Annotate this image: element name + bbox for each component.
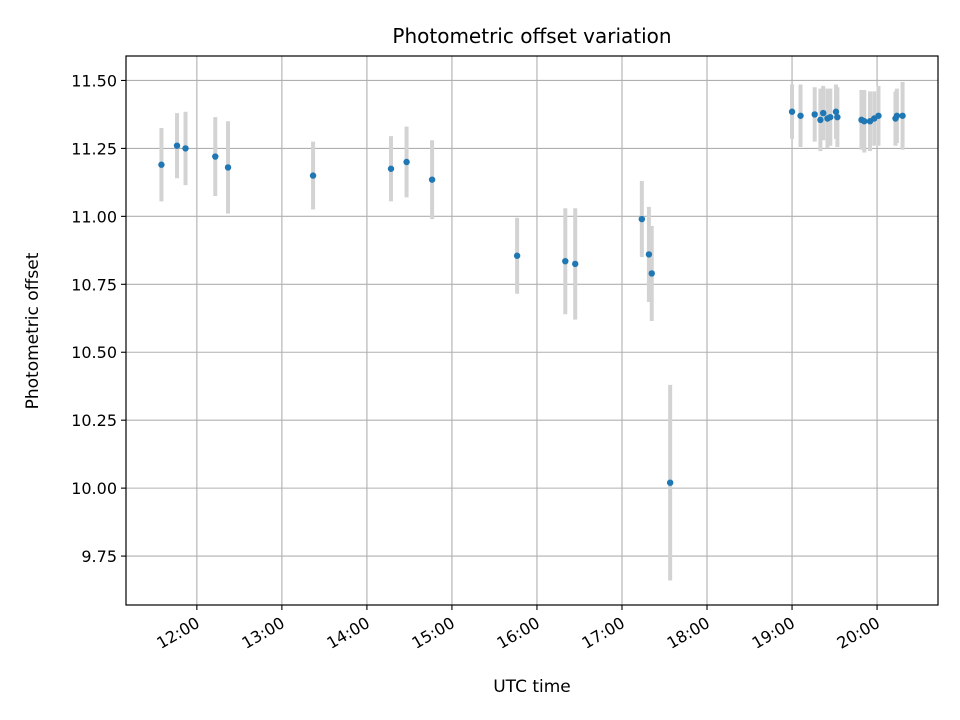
data-point [893,112,901,119]
grid [126,56,938,605]
data-point [387,165,395,172]
data-point [820,109,827,117]
plot-frame [125,55,939,606]
data-point [173,142,181,149]
data-point [645,251,653,258]
data-point [158,161,165,168]
data-point [648,270,655,277]
y-tick-label: 9.75 [81,547,117,566]
data-point [817,116,824,124]
data-point [788,108,796,115]
y-tick-label: 11.50 [71,71,117,90]
y-tick-label: 10.00 [71,479,117,498]
data-point [827,113,834,121]
data-point [797,112,804,119]
x-axis-ticks: 12:00 13:00 14:00 15:00 16:00 17:00 18:00 19:00… [153,605,883,653]
x-tick-label: 15:00 [409,613,458,653]
y-axis-label: Photometric offset [23,252,43,409]
data-point [182,145,189,152]
x-tick-label: 17:00 [579,613,628,653]
data-point [638,215,646,223]
data-point [832,108,840,115]
data-point [834,113,841,121]
data-point [572,260,579,268]
x-tick-label: 20:00 [834,613,883,653]
data-point [899,112,906,119]
x-tick-label: 13:00 [238,613,287,653]
data-point [224,164,232,171]
data-point [875,112,882,119]
y-tick-label: 10.50 [71,343,117,362]
x-tick-label: 19:00 [749,613,798,653]
x-tick-label: 14:00 [323,613,372,653]
y-tick-label: 11.00 [71,207,117,226]
data-points [158,108,906,486]
data-point [861,118,868,125]
x-tick-label: 16:00 [494,613,543,653]
data-point [403,158,410,166]
x-tick-label: 12:00 [153,613,202,653]
error-bars [159,81,905,581]
y-tick-label: 11.25 [71,139,117,158]
data-point [309,172,317,179]
data-point [513,252,521,259]
data-point [562,257,569,265]
y-axis-ticks: 9.75 10.00 10.25 10.50 10.75 11.00 11.25 11.50 [71,71,126,566]
data-point [428,176,436,183]
y-tick-label: 10.75 [71,275,117,294]
x-tick-label: 18:00 [664,613,713,653]
data-point [212,153,219,160]
data-point [666,479,674,486]
data-point [811,111,818,118]
x-axis-label: UTC time [493,677,571,697]
chart-title: Photometric offset variation [392,24,671,48]
y-tick-label: 10.25 [71,411,117,430]
